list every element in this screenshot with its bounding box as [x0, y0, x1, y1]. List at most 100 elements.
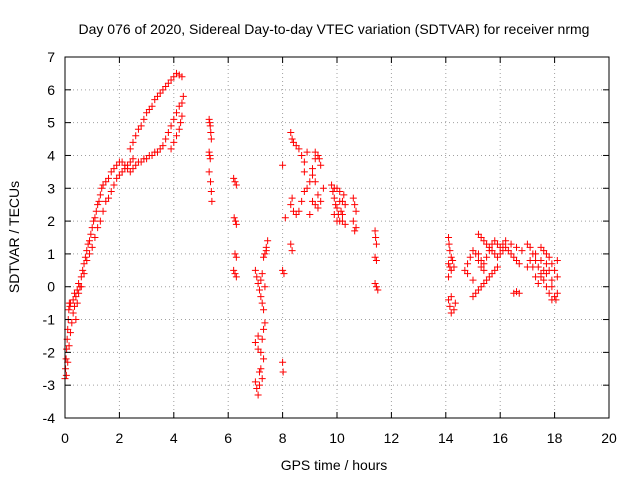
- x-tick-label: 20: [601, 430, 617, 446]
- data-point: [148, 102, 156, 110]
- data-point: [110, 181, 118, 189]
- data-point: [447, 253, 455, 261]
- data-point: [159, 142, 167, 150]
- data-point: [232, 273, 240, 281]
- data-point: [126, 145, 134, 153]
- data-point: [532, 250, 540, 258]
- data-point: [257, 365, 265, 373]
- data-point: [529, 263, 537, 271]
- data-point: [371, 227, 379, 235]
- data-point: [69, 296, 77, 304]
- data-point: [262, 247, 270, 255]
- data-point: [167, 145, 175, 153]
- x-tick-label: 6: [224, 430, 232, 446]
- data-point: [177, 119, 185, 127]
- data-point: [445, 234, 453, 241]
- data-point: [445, 240, 453, 248]
- data-point: [251, 339, 259, 347]
- data-point: [81, 253, 89, 261]
- data-point: [526, 256, 534, 264]
- data-point: [469, 276, 477, 284]
- data-point: [254, 391, 262, 399]
- data-point: [507, 240, 515, 248]
- data-point: [450, 263, 458, 271]
- data-point: [207, 178, 215, 186]
- data-point: [340, 191, 348, 199]
- data-point: [336, 188, 344, 196]
- data-point: [279, 368, 287, 376]
- data-point: [464, 270, 472, 278]
- data-point: [480, 266, 488, 274]
- data-point: [173, 109, 181, 117]
- data-point: [68, 319, 76, 327]
- data-point: [319, 184, 327, 192]
- data-point: [73, 299, 81, 307]
- data-point: [257, 276, 265, 284]
- data-point: [231, 250, 239, 258]
- data-point: [526, 243, 534, 251]
- data-point: [553, 289, 561, 297]
- y-axis-label: SDTVAR / TECUs: [6, 181, 22, 293]
- data-point: [66, 329, 74, 337]
- data-point: [232, 217, 240, 225]
- data-point: [518, 247, 526, 255]
- data-point: [295, 145, 303, 153]
- data-point: [485, 247, 493, 255]
- data-point: [105, 174, 113, 182]
- data-point: [279, 161, 287, 169]
- data-point: [352, 207, 360, 215]
- data-point: [445, 260, 453, 268]
- data-point: [207, 128, 215, 136]
- data-point: [309, 171, 317, 179]
- data-point: [332, 201, 340, 209]
- data-point: [537, 273, 545, 281]
- data-point: [298, 151, 306, 159]
- data-point: [90, 217, 98, 225]
- data-point: [253, 273, 261, 281]
- data-point: [300, 158, 308, 166]
- data-point: [450, 306, 458, 314]
- data-point: [261, 283, 269, 291]
- y-tick-label: 1: [47, 246, 55, 262]
- data-point: [317, 161, 325, 169]
- data-point: [206, 119, 214, 127]
- data-point: [295, 207, 303, 215]
- data-point: [206, 122, 214, 130]
- data-point: [449, 256, 457, 264]
- data-point: [205, 168, 213, 176]
- data-point: [317, 197, 325, 205]
- data-point: [208, 197, 216, 205]
- data-point: [551, 266, 559, 274]
- x-axis-label: GPS time / hours: [281, 457, 388, 473]
- data-point: [515, 260, 523, 268]
- data-point: [80, 270, 88, 278]
- data-point: [336, 197, 344, 205]
- data-point: [311, 148, 319, 156]
- data-point: [129, 155, 137, 163]
- data-point: [175, 125, 183, 133]
- data-point: [92, 207, 100, 215]
- data-point: [371, 253, 379, 261]
- data-point: [300, 168, 308, 176]
- data-point: [349, 217, 357, 225]
- data-point: [75, 289, 83, 297]
- y-tick-label: 0: [47, 279, 55, 295]
- data-point: [255, 286, 263, 294]
- data-point: [264, 237, 272, 245]
- data-point: [451, 299, 459, 307]
- data-point: [206, 151, 214, 159]
- data-point: [88, 243, 96, 251]
- y-tick-label: 6: [47, 82, 55, 98]
- data-point: [534, 279, 542, 287]
- data-point: [545, 253, 553, 261]
- data-point: [178, 73, 186, 81]
- data-point: [232, 220, 240, 228]
- data-point: [87, 230, 95, 238]
- data-point: [140, 115, 148, 123]
- data-point: [77, 283, 85, 291]
- data-point: [542, 270, 550, 278]
- ticks-layer: [64, 56, 610, 419]
- data-point: [553, 273, 561, 281]
- data-point: [96, 217, 104, 225]
